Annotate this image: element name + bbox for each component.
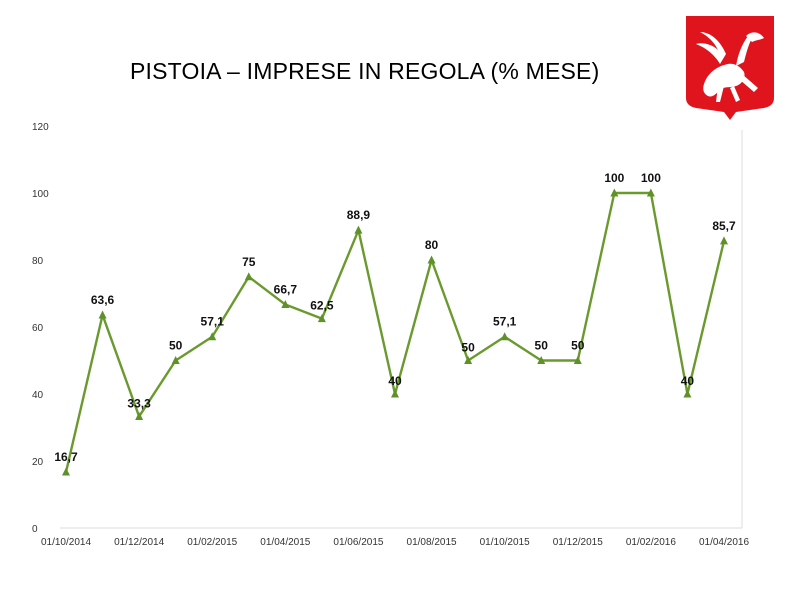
data-label: 66,7 <box>274 283 298 297</box>
x-tick-label: 01/04/2015 <box>260 537 310 548</box>
data-point-marker <box>208 332 217 341</box>
y-tick-label: 60 <box>32 323 44 334</box>
y-axis-tick-labels: 0 20 40 60 80 100 120 <box>32 122 49 535</box>
y-tick-label: 80 <box>32 256 44 267</box>
data-point-marker <box>646 188 655 197</box>
data-point-marker <box>317 314 326 323</box>
data-label: 100 <box>604 171 624 185</box>
data-label: 57,1 <box>201 315 225 329</box>
x-tick-label: 01/02/2016 <box>626 537 676 548</box>
x-tick-label: 01/10/2014 <box>41 537 91 548</box>
y-tick-label: 0 <box>32 524 38 535</box>
data-label: 50 <box>461 341 475 355</box>
data-label: 62,5 <box>310 299 334 313</box>
regione-toscana-logo <box>686 16 774 120</box>
data-label: 80 <box>425 238 439 252</box>
data-point-marker <box>683 389 692 398</box>
x-tick-label: 01/06/2015 <box>333 537 383 548</box>
data-point-marker <box>62 467 70 476</box>
data-point-marker <box>427 255 436 264</box>
data-label: 63,6 <box>91 293 115 307</box>
data-point-marker <box>720 236 728 245</box>
data-point-marker <box>500 332 509 341</box>
x-tick-label: 01/02/2015 <box>187 537 237 548</box>
y-tick-label: 40 <box>32 390 44 401</box>
data-label: 50 <box>169 339 183 353</box>
data-point-marker <box>244 272 253 281</box>
data-point-marker <box>98 310 107 319</box>
data-point-marker <box>391 389 399 398</box>
y-tick-label: 120 <box>32 122 49 133</box>
x-axis-tick-labels: 01/10/2014 01/12/2014 01/02/2015 01/04/2015… <box>41 537 749 548</box>
data-point-marker <box>537 356 546 364</box>
data-label: 40 <box>388 374 402 388</box>
data-point-marker <box>281 300 290 309</box>
data-label: 100 <box>641 171 661 185</box>
data-point-marker <box>464 356 473 364</box>
series-markers <box>62 188 728 476</box>
data-point-marker <box>573 356 582 364</box>
data-point-marker <box>354 225 363 234</box>
data-label: 85,7 <box>712 219 736 233</box>
data-labels: 16,7 63,6 33,3 50 57,1 75 66,7 62,5 88,9 40 80 50 57… <box>54 171 736 464</box>
data-label: 57,1 <box>493 315 517 329</box>
data-label: 40 <box>681 374 695 388</box>
data-label: 75 <box>242 255 256 269</box>
data-point-marker <box>135 411 144 420</box>
series-line <box>64 191 726 473</box>
x-tick-label: 01/08/2015 <box>407 537 457 548</box>
x-tick-label: 01/04/2016 <box>699 537 749 548</box>
x-tick-label: 01/12/2014 <box>114 537 164 548</box>
chart-title: PISTOIA – IMPRESE IN REGOLA (% MESE) <box>130 58 600 84</box>
y-tick-label: 100 <box>32 189 49 200</box>
data-label: 88,9 <box>347 208 371 222</box>
x-tick-label: 01/10/2015 <box>480 537 530 548</box>
data-label: 33,3 <box>127 396 151 410</box>
data-point-marker <box>610 188 619 197</box>
winged-horse-icon <box>696 32 764 102</box>
data-point-marker <box>171 356 180 364</box>
data-label: 16,7 <box>54 450 78 464</box>
y-tick-label: 20 <box>32 457 44 468</box>
data-label: 50 <box>571 339 585 353</box>
data-label: 50 <box>535 339 549 353</box>
x-tick-label: 01/12/2015 <box>553 537 603 548</box>
